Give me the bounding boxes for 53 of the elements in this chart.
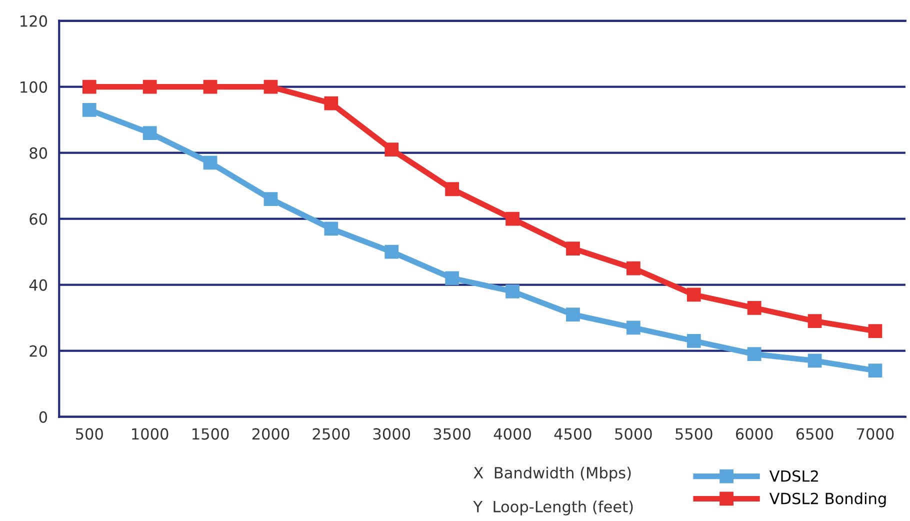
y-tick-label: 100 <box>20 81 48 93</box>
x-tick-label: 1000 <box>132 428 168 440</box>
legend-label: VDSL2 <box>769 470 818 482</box>
point <box>808 314 822 328</box>
point <box>686 334 701 348</box>
y-tick-label: 80 <box>30 147 48 159</box>
point <box>445 271 460 286</box>
y-tick-label: 60 <box>30 213 48 225</box>
text: X Bandwidth (Mbps) <box>474 466 631 482</box>
point <box>506 212 520 226</box>
point <box>384 244 399 259</box>
point <box>445 182 460 196</box>
x-tick-label: 500 <box>76 428 103 440</box>
point <box>747 347 762 362</box>
y-tick-label: 120 <box>20 15 48 27</box>
point <box>82 80 96 94</box>
point <box>82 102 96 117</box>
point <box>868 324 882 338</box>
x-tick-label: 3000 <box>373 428 410 440</box>
x-tick-label: 4500 <box>554 428 592 440</box>
y-tick-label: 20 <box>30 345 48 357</box>
x-tick-label: 2500 <box>312 428 350 440</box>
y-tick-label: 40 <box>29 279 48 291</box>
legend-label: VDSL2 Bonding <box>769 492 886 508</box>
point <box>203 80 218 94</box>
x-tick-label: 5000 <box>615 428 652 440</box>
point <box>203 156 218 170</box>
point <box>142 126 157 140</box>
point <box>324 96 338 110</box>
text: Y Loop-Length (feet) <box>473 500 633 516</box>
x-tick-label: 4000 <box>494 428 531 440</box>
point <box>324 222 338 236</box>
x-tick-label: 6500 <box>796 428 834 440</box>
x-tick-label: 5500 <box>676 428 712 440</box>
x-tick-label: 3500 <box>434 428 470 440</box>
point <box>626 261 640 276</box>
point <box>868 364 882 378</box>
point <box>264 192 278 206</box>
point <box>747 300 762 315</box>
y-tick-label: 0 <box>39 411 48 423</box>
x-tick-label: 7000 <box>857 428 894 440</box>
point <box>506 284 520 298</box>
point <box>808 354 822 368</box>
point <box>384 142 399 156</box>
point <box>566 242 580 256</box>
point <box>264 80 278 94</box>
point <box>142 80 157 94</box>
point <box>566 308 580 322</box>
x-tick-label: 2000 <box>252 428 290 440</box>
x-tick-label: 6000 <box>736 428 773 440</box>
point <box>626 320 640 335</box>
point <box>686 288 701 302</box>
x-tick-label: 1500 <box>192 428 229 440</box>
